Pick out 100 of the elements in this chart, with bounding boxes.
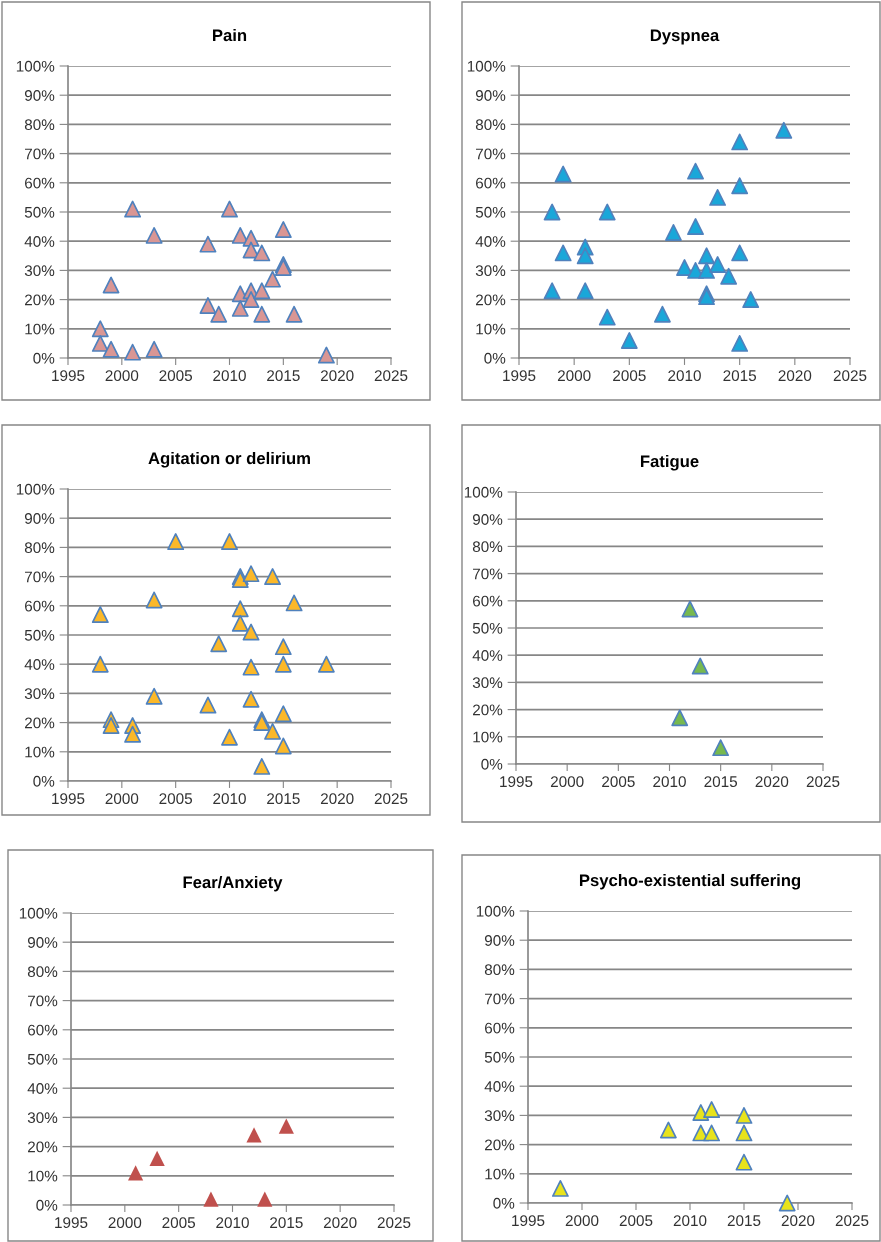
x-tick-label: 2000 [105,370,139,382]
x-tick-label: 2000 [550,776,584,788]
y-tick-label: 20% [476,294,506,306]
y-tick-label: 80% [24,119,55,131]
chart-title: Dyspnea [650,29,720,45]
y-tick-label: 70% [25,571,55,583]
x-tick-label: 2005 [162,1217,196,1229]
y-tick-label: 0% [484,352,506,364]
x-tick-label: 2005 [613,370,646,382]
x-tick-label: 2015 [727,1215,761,1227]
x-tick-label: 2000 [565,1215,599,1227]
y-tick-label: 10% [25,746,55,758]
y-tick-label: 0% [33,775,55,787]
y-tick-label: 70% [476,148,506,160]
y-tick-label: 20% [25,717,55,729]
y-tick-label: 100% [19,907,58,919]
chart-title: Psycho-existential suffering [579,873,801,890]
x-tick-label: 2000 [557,370,591,382]
y-tick-label: 60% [476,177,506,189]
x-tick-label: 2015 [267,370,300,382]
x-tick-label: 2005 [159,370,193,382]
y-tick-label: 70% [25,148,55,160]
y-tick-label: 10% [25,323,55,335]
x-tick-label: 2025 [806,776,840,788]
y-tick-label: 90% [484,935,515,946]
x-tick-label: 2020 [755,776,789,788]
x-tick-label: 1995 [500,776,533,788]
x-tick-label: 1995 [52,793,85,805]
x-tick-label: 1995 [52,370,85,382]
x-tick-label: 2025 [835,1215,869,1227]
x-tick-label: 2025 [374,793,408,805]
y-tick-label: 50% [27,1053,58,1065]
y-tick-label: 30% [484,1110,515,1122]
x-tick-label: 2020 [781,1215,815,1227]
x-tick-label: 1995 [512,1215,545,1227]
x-tick-label: 2010 [673,1215,707,1227]
y-tick-label: 20% [485,1139,515,1151]
x-tick-label: 2015 [267,793,300,805]
x-tick-label: 2010 [213,370,246,382]
y-tick-label: 80% [472,541,503,553]
y-tick-label: 90% [24,513,55,524]
x-tick-label: 2015 [270,1217,303,1229]
y-tick-label: 60% [473,595,503,607]
y-tick-label: 90% [24,90,55,101]
y-tick-label: 40% [24,659,55,670]
x-tick-label: 2020 [323,1217,357,1229]
x-tick-label: 2020 [320,793,354,805]
x-tick-label: 2020 [320,370,354,382]
chart-title: Pain [213,28,247,42]
y-tick-label: 70% [485,993,515,1005]
y-tick-label: 20% [25,294,55,306]
x-tick-label: 2025 [374,370,408,382]
x-tick-label: 2000 [108,1217,142,1229]
y-tick-label: 50% [475,206,506,218]
x-tick-label: 2015 [704,776,738,788]
y-tick-label: 0% [493,1197,515,1209]
y-tick-label: 0% [33,352,55,364]
y-tick-label: 50% [472,622,503,634]
y-tick-label: 40% [484,1081,515,1092]
y-tick-label: 60% [25,177,55,189]
y-tick-label: 30% [24,688,55,700]
x-tick-label: 2025 [833,370,867,382]
y-tick-label: 90% [27,937,58,948]
y-tick-label: 70% [28,995,58,1007]
y-tick-label: 0% [36,1199,58,1211]
y-tick-label: 80% [24,542,55,554]
y-tick-label: 50% [24,629,55,641]
chart-title: Agitation or delirium [148,451,310,468]
x-tick-label: 2020 [778,370,812,382]
y-tick-label: 40% [24,236,55,247]
y-tick-label: 90% [475,90,506,101]
x-tick-label: 1995 [55,1217,88,1229]
x-tick-label: 2005 [159,793,193,805]
x-tick-label: 2010 [653,776,686,788]
y-tick-label: 80% [484,964,515,976]
y-tick-label: 100% [476,905,515,917]
y-tick-label: 40% [472,650,503,661]
x-tick-label: 2015 [723,370,757,382]
x-tick-label: 1995 [503,370,536,382]
chart-title: Fatigue [640,454,699,471]
y-tick-label: 30% [472,677,503,689]
y-tick-label: 60% [28,1024,58,1036]
y-tick-label: 20% [28,1141,58,1153]
y-tick-label: 60% [25,600,55,612]
y-tick-label: 100% [16,60,55,72]
y-tick-label: 50% [24,206,55,218]
y-tick-label: 30% [475,265,506,277]
x-tick-label: 2005 [602,776,635,788]
y-tick-label: 40% [475,236,506,247]
y-tick-label: 30% [27,1112,58,1124]
y-tick-label: 10% [476,323,506,335]
y-tick-label: 60% [485,1022,515,1034]
y-tick-label: 30% [24,265,55,277]
y-tick-label: 80% [475,119,506,131]
y-tick-label: 100% [16,483,55,495]
y-tick-label: 10% [473,731,503,743]
x-tick-label: 2000 [105,793,139,805]
x-tick-label: 2010 [668,370,701,382]
x-tick-label: 2025 [377,1217,411,1229]
y-tick-label: 20% [473,704,503,716]
